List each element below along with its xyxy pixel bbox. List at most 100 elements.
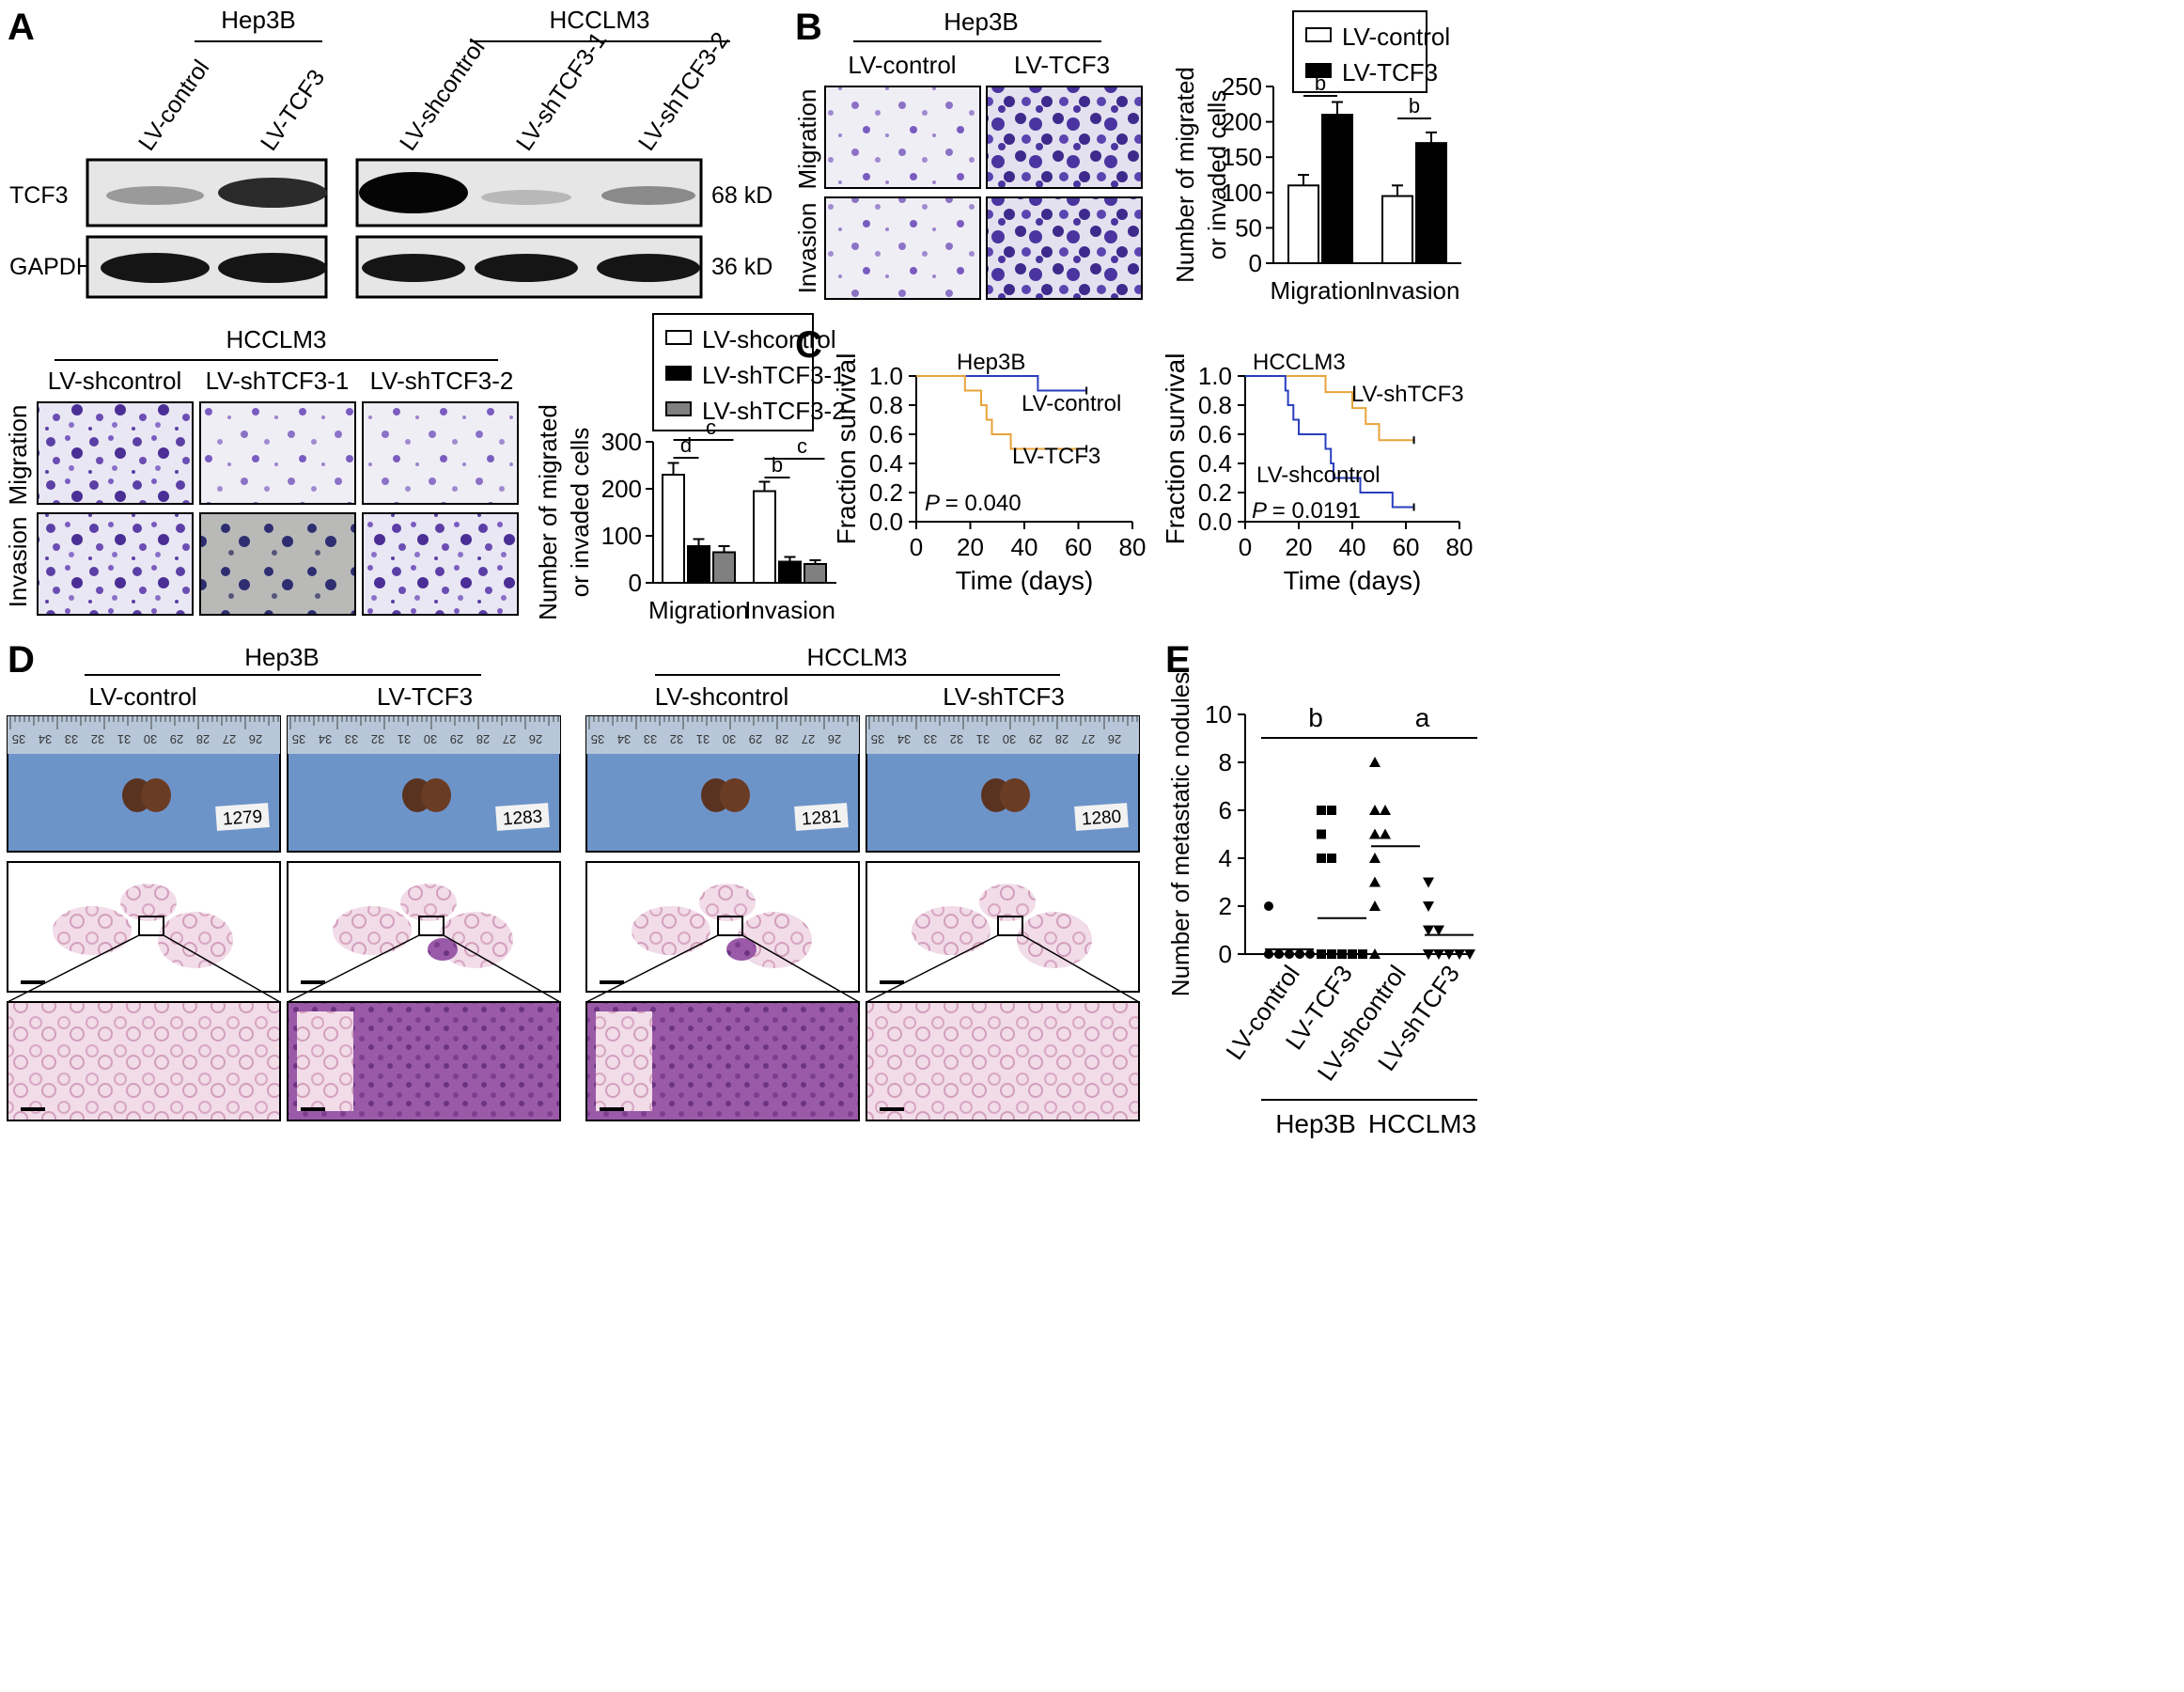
- bar: [1381, 195, 1413, 264]
- data-point: [1317, 829, 1326, 839]
- micrograph: [824, 86, 981, 189]
- group-label-hep3b: Hep3B: [244, 643, 320, 671]
- group-label: Hep3B: [1275, 1109, 1356, 1138]
- micrograph: [199, 401, 356, 505]
- zoom-box: [418, 916, 445, 936]
- zoom-line: [443, 934, 561, 1003]
- significance-label: b: [1409, 94, 1420, 118]
- bar: [1415, 142, 1447, 264]
- ruler-number: 32: [371, 732, 384, 746]
- ruler-number: 27: [503, 732, 516, 746]
- he-lowmag: [287, 861, 561, 993]
- he-highmag: [7, 1001, 281, 1121]
- lung-lobe: [720, 778, 750, 812]
- ruler-number: 26: [828, 732, 841, 746]
- series-line: [1245, 375, 1414, 442]
- lung-section: [979, 884, 1036, 921]
- series-label: LV-control: [1022, 391, 1121, 416]
- x-tick-label: 40: [1339, 533, 1366, 561]
- significance-label: b: [1308, 703, 1323, 732]
- chart-title: HCCLM3: [1253, 350, 1346, 375]
- bar: [1321, 114, 1353, 264]
- legend-label: LV-shcontrol: [702, 325, 836, 353]
- lung-section: [737, 912, 812, 968]
- row-label-invasion: Invasion: [793, 203, 821, 294]
- y-tick-label: 6: [1219, 796, 1232, 824]
- ruler-number: 32: [91, 732, 104, 746]
- row-label-migration: Migration: [4, 405, 32, 506]
- ruler-number: 29: [1029, 732, 1042, 746]
- ruler-number: 26: [529, 732, 542, 746]
- lung-section: [158, 912, 233, 968]
- data-point: [1317, 854, 1326, 863]
- blot-band: [106, 186, 204, 205]
- ruler-number: 35: [292, 732, 305, 746]
- ruler-number: 32: [950, 732, 963, 746]
- row-label-migration: Migration: [793, 89, 821, 190]
- y-tick-label: 1.0: [869, 362, 903, 390]
- y-tick-label: 0.4: [1198, 449, 1232, 478]
- ruler-number: 35: [591, 732, 604, 746]
- bar: [1287, 184, 1319, 264]
- y-tick-label: 1.0: [1198, 362, 1232, 390]
- x-tick-label: 40: [1011, 533, 1038, 561]
- legend-label: LV-control: [1342, 23, 1450, 51]
- panel-letter-d: D: [8, 639, 35, 681]
- panel-a-hcclm3-transwell: HCCLM3 LV-shcontrol LV-shTCF3-1 LV-shTCF…: [4, 325, 519, 616]
- series-line: [916, 375, 1087, 450]
- ruler-number: 30: [424, 732, 437, 746]
- he-highmag: [866, 1001, 1140, 1121]
- data-point: [1358, 949, 1367, 959]
- data-point: [1423, 949, 1434, 960]
- ruler-number: 30: [1003, 732, 1016, 746]
- y-tick-label: 200: [601, 475, 642, 503]
- ruler-number: 34: [39, 732, 52, 746]
- y-tick-label: 50: [1235, 213, 1262, 242]
- lung-region: [596, 1011, 652, 1111]
- panel-d-lung-images: Hep3B HCCLM3 LV-control LV-TCF3 LV-shcon…: [7, 643, 1140, 1121]
- data-point: [1264, 901, 1273, 911]
- zoom-box: [138, 916, 164, 936]
- legend-label: LV-shTCF3-1: [702, 361, 846, 389]
- ruler: [8, 716, 280, 754]
- chart-c-right-survival: 0 20 40 60 80 0.00.20.40.60.81.0 Time (days) Fr…: [1161, 350, 1473, 595]
- panel-a-western-blot: Hep3B HCCLM3 LV-control LV-TCF3 LV-shcon…: [9, 6, 772, 299]
- bar: [687, 545, 710, 584]
- y-tick-label: 2: [1219, 892, 1232, 920]
- ruler-number: 33: [924, 732, 937, 746]
- x-tick-label: Invasion: [744, 596, 835, 624]
- ruler: [586, 716, 859, 754]
- panel-letter-b: B: [795, 7, 822, 48]
- bar: [778, 560, 802, 584]
- ruler-number: 35: [12, 732, 25, 746]
- column-label: LV-TCF3: [377, 682, 473, 711]
- x-axis-label: Time (days): [1284, 566, 1422, 595]
- y-axis-label: Fraction survival: [1161, 353, 1190, 545]
- group-label-hcclm3: HCCLM3: [226, 325, 327, 353]
- row-label-invasion: Invasion: [4, 517, 32, 608]
- legend-swatch: [1305, 63, 1332, 78]
- sample-label: [794, 803, 849, 831]
- lane-label: LV-shTCF3-2: [633, 27, 734, 155]
- legend-label: LV-shTCF3-2: [702, 397, 846, 425]
- x-tick-label: 60: [1065, 533, 1092, 561]
- series-label: LV-shcontrol: [1256, 462, 1381, 488]
- micrograph: [986, 196, 1143, 300]
- ruler-number: 31: [398, 732, 411, 746]
- ruler: [288, 716, 560, 754]
- data-point: [1464, 949, 1475, 960]
- ruler-number: 33: [65, 732, 78, 746]
- ruler-number: 31: [696, 732, 710, 746]
- legend-swatch: [665, 330, 692, 345]
- panel-b-transwell: Hep3B LV-control LV-TCF3 Migration Invas…: [793, 8, 1143, 300]
- ruler-number: 34: [897, 732, 911, 746]
- sample-label: [1074, 803, 1129, 831]
- zoom-line: [163, 934, 281, 1003]
- legend-box: [652, 313, 814, 431]
- blot-band: [359, 172, 468, 213]
- ruler-number: 30: [723, 732, 736, 746]
- lung-section: [53, 906, 132, 955]
- bar: [662, 474, 685, 584]
- group-label-hep3b: Hep3B: [944, 8, 1019, 36]
- zoom-line: [1022, 934, 1140, 1003]
